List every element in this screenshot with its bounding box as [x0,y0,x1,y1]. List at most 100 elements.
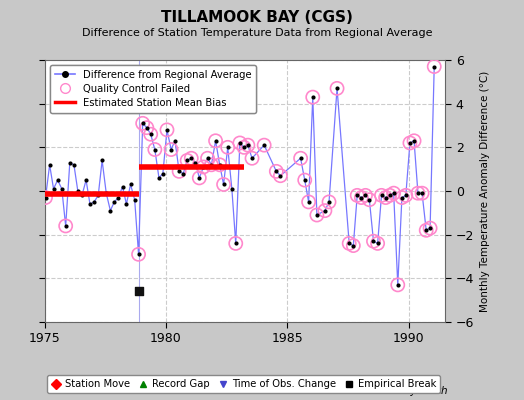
Point [74,188,82,194]
Point [381,194,390,201]
Point [301,177,309,183]
Text: TILLAMOOK BAY (CGS): TILLAMOOK BAY (CGS) [161,10,353,25]
Point [357,194,366,201]
Point [422,227,430,234]
Point [46,162,54,168]
Point [401,192,410,198]
Point [365,196,374,203]
Point [325,199,333,205]
Point [389,190,398,196]
Point [377,192,386,198]
Point [66,160,74,166]
Point [195,175,203,181]
Point [41,194,50,201]
Point [333,85,341,92]
Point [357,194,366,201]
Point [389,190,398,196]
Point [82,177,90,183]
Point [377,192,386,198]
Point [349,242,357,249]
Point [398,194,406,201]
Point [191,160,200,166]
Point [374,240,382,246]
Point [220,181,228,188]
Point [159,170,167,177]
Point [232,240,240,246]
Point [53,177,62,183]
Point [418,190,426,196]
Point [276,172,285,179]
Point [78,192,86,198]
Point [304,199,313,205]
Point [301,177,309,183]
Point [183,157,191,164]
Point [260,142,268,148]
Point [187,155,195,162]
Point [175,168,183,174]
Point [86,201,94,207]
Point [381,194,390,201]
Point [333,85,341,92]
Point [179,170,188,177]
Point [167,146,176,153]
Point [386,192,394,198]
Point [150,146,159,153]
Point [138,120,147,126]
Point [244,142,252,148]
Point [345,240,353,246]
Point [58,186,66,192]
Point [90,199,99,205]
Point [426,225,434,231]
Point [163,127,171,133]
Legend: Difference from Regional Average, Quality Control Failed, Estimated Station Mean: Difference from Regional Average, Qualit… [50,65,256,113]
Point [135,288,144,295]
Point [203,155,212,162]
Point [134,251,143,258]
Point [321,208,329,214]
Point [187,155,195,162]
Point [426,225,434,231]
Point [272,168,280,174]
Point [147,131,155,138]
Point [349,242,357,249]
Legend: Station Move, Record Gap, Time of Obs. Change, Empirical Break: Station Move, Record Gap, Time of Obs. C… [47,375,440,393]
Point [224,144,232,150]
Point [240,144,248,150]
Point [155,175,163,181]
Point [410,138,418,144]
Point [240,144,248,150]
Point [369,238,378,244]
Point [394,282,402,288]
Point [134,251,143,258]
Point [345,240,353,246]
Point [401,192,410,198]
Point [224,144,232,150]
Point [394,282,402,288]
Point [353,192,362,198]
Point [167,146,176,153]
Point [130,196,139,203]
Point [61,223,70,229]
Point [227,186,236,192]
Point [248,155,256,162]
Point [208,162,216,168]
Point [430,63,439,70]
Point [276,172,285,179]
Point [410,138,418,144]
Point [260,142,268,148]
Point [122,201,130,207]
Point [183,157,191,164]
Point [321,208,329,214]
Point [208,162,216,168]
Point [143,124,151,131]
Point [430,63,439,70]
Point [309,94,317,100]
Point [244,142,252,148]
Point [361,192,369,198]
Point [236,140,244,146]
Point [414,190,422,196]
Point [313,212,321,218]
Point [361,192,369,198]
Point [118,184,127,190]
Point [215,162,224,168]
